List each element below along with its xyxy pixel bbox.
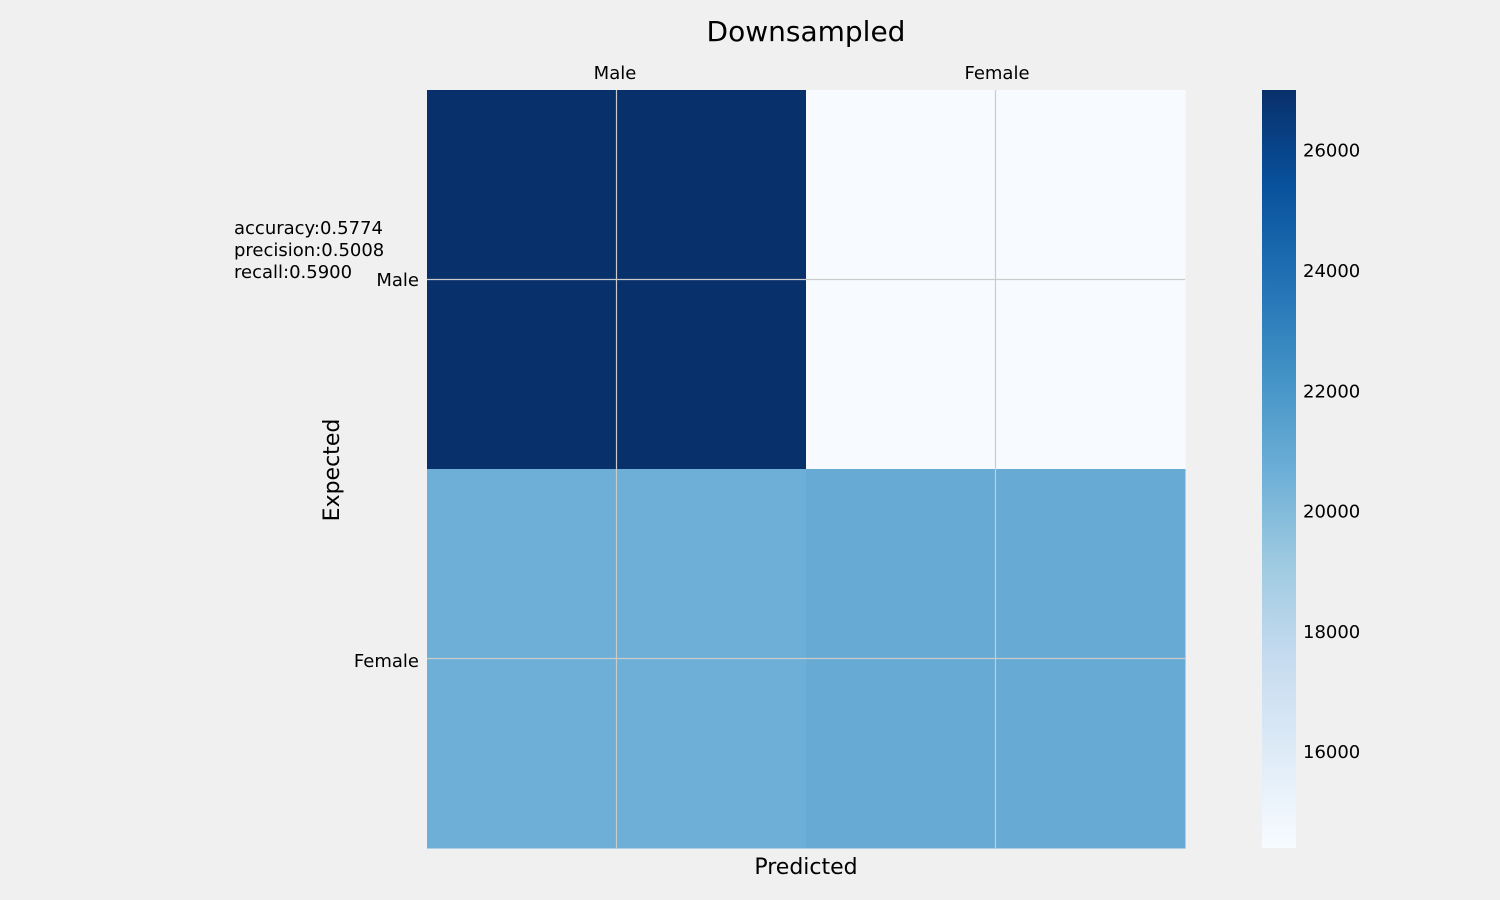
- x-axis-label: Predicted: [754, 855, 857, 880]
- x-tick-label-male: Male: [594, 63, 637, 84]
- recall-annotation: recall:0.5900: [234, 262, 352, 283]
- y-tick-label-female: Female: [354, 651, 419, 672]
- colorbar: [1262, 90, 1296, 848]
- x-tick-label-female: Female: [964, 63, 1029, 84]
- precision-annotation: precision:0.5008: [234, 240, 384, 261]
- y-tick-label-male: Male: [376, 270, 419, 291]
- colorbar-tick-label: 24000: [1303, 261, 1360, 282]
- colorbar-ticks: 16000 18000 20000 22000 24000 26000: [1303, 141, 1360, 764]
- colorbar-tick-label: 22000: [1303, 381, 1360, 402]
- y-axis-label: Expected: [320, 419, 345, 522]
- heatmap-cells: [427, 90, 1186, 849]
- colorbar-tick-label: 20000: [1303, 502, 1360, 523]
- chart-title: Downsampled: [707, 15, 906, 48]
- grid-lines: [427, 90, 1185, 848]
- colorbar-tick-label: 16000: [1303, 742, 1360, 763]
- accuracy-annotation: accuracy:0.5774: [234, 218, 383, 239]
- colorbar-tick-label: 26000: [1303, 141, 1360, 162]
- metrics-annotation: accuracy:0.5774 precision:0.5008 recall:…: [234, 218, 384, 283]
- colorbar-tick-label: 18000: [1303, 622, 1360, 643]
